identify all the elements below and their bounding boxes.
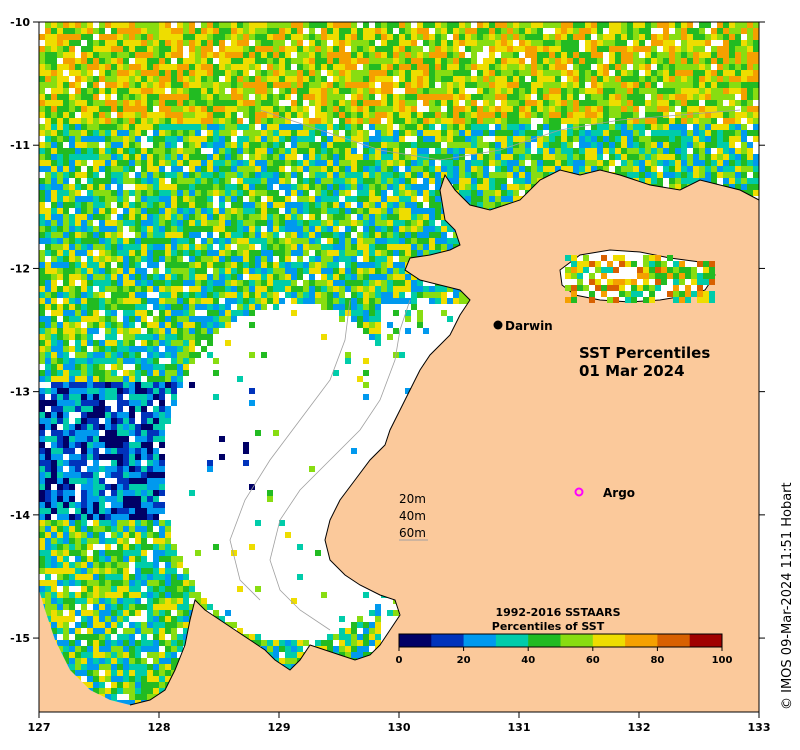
x-tick-label: 130	[388, 721, 411, 734]
map-area	[39, 22, 760, 712]
coastline	[129, 169, 760, 706]
colorbar-swatch	[657, 634, 691, 647]
darwin-marker	[493, 320, 503, 330]
depth-legend-40m: 40m	[399, 509, 426, 523]
colorbar: 1992-2016 SSTAARS Percentiles of SST 0 20…	[396, 606, 733, 666]
x-tick-label: 127	[28, 721, 51, 734]
colorbar-swatch	[495, 634, 529, 647]
colorbar-tick-label: 100	[712, 655, 733, 666]
colorbar-tick-label: 60	[586, 655, 600, 666]
map-title-line1: SST Percentiles	[579, 344, 710, 362]
colorbar-ticks: 0 20 40 60 80 100	[396, 647, 733, 666]
x-tick-label: 128	[148, 721, 171, 734]
y-tick-label: -15	[10, 632, 30, 645]
colorbar-tick-label: 40	[521, 655, 535, 666]
colorbar-tick-label: 80	[650, 655, 664, 666]
depth-legend-60m: 60m	[399, 526, 426, 540]
colorbar-swatch	[399, 634, 432, 647]
x-tick-label: 133	[748, 721, 771, 734]
colorbar-swatches	[398, 633, 723, 648]
y-axis: -10 -11 -12 -13 -14 -15	[10, 16, 765, 645]
argo-label: Argo	[603, 486, 635, 500]
colorbar-swatch	[625, 634, 658, 647]
y-tick-label: -13	[10, 386, 30, 399]
isobath-40m	[229, 299, 351, 601]
colorbar-swatch	[592, 634, 626, 647]
colorbar-swatch	[463, 634, 497, 647]
y-tick-label: -14	[10, 509, 30, 522]
colorbar-swatch	[528, 634, 561, 647]
colorbar-title-line1: 1992-2016 SSTAARS	[495, 606, 620, 619]
y-tick-label: -11	[10, 139, 30, 152]
depth-legend-20m: 20m	[399, 492, 426, 506]
gulf-sst-cells	[565, 255, 715, 303]
darwin-label: Darwin	[505, 319, 553, 333]
map-title-line2: 01 Mar 2024	[579, 362, 685, 380]
colorbar-swatch	[689, 634, 723, 647]
depth-legend: 20m 40m 60m	[399, 492, 428, 541]
x-tick-label: 129	[268, 721, 291, 734]
x-axis: 127 128 129 130 131 132 133	[28, 712, 771, 734]
y-tick-label: -10	[10, 16, 30, 29]
credit-text: © IMOS 09-Mar-2024 11:51 Hobart	[780, 482, 795, 710]
x-tick-label: 132	[628, 721, 651, 734]
y-tick-label: -12	[10, 262, 30, 275]
isobath-20m	[269, 299, 411, 631]
colorbar-swatch	[431, 634, 465, 647]
colorbar-swatch	[560, 634, 594, 647]
colorbar-tick-label: 20	[457, 655, 471, 666]
isobath-60m	[259, 109, 741, 161]
colorbar-title-line2: Percentiles of SST	[492, 620, 605, 633]
argo-marker	[574, 487, 584, 497]
x-tick-label: 131	[508, 721, 531, 734]
colorbar-tick-label: 0	[396, 655, 403, 666]
